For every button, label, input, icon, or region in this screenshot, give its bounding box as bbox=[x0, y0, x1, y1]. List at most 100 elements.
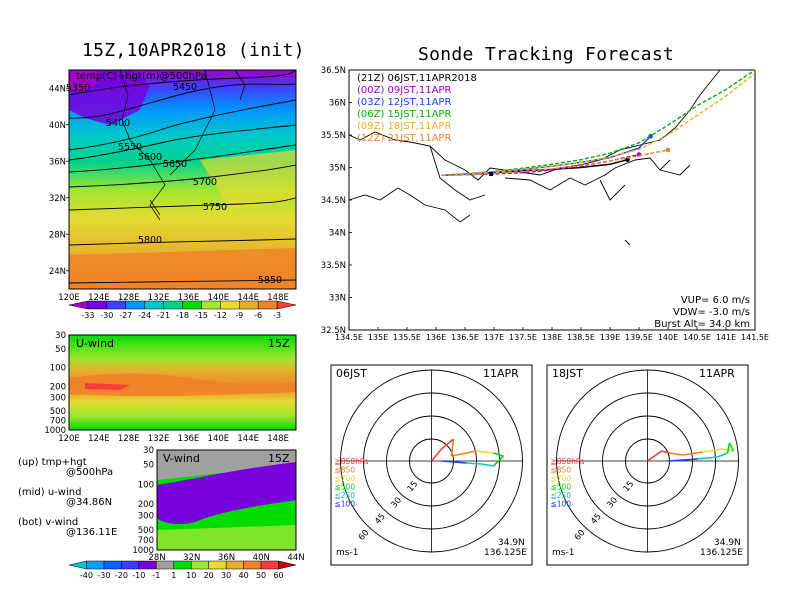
temp-colorbar-tick: -6 bbox=[254, 311, 262, 320]
temp-colorbar-segment bbox=[163, 300, 183, 310]
hodo2-lat: 34.9N bbox=[714, 538, 741, 548]
uwind-lon-tick: 136E bbox=[178, 434, 200, 444]
hodograph-segment bbox=[466, 462, 482, 465]
map-lat-tick: 28N bbox=[49, 230, 66, 240]
track-map bbox=[348, 69, 756, 331]
hodo1-date: 11APR bbox=[483, 367, 519, 380]
note-3-a: (bot) v-wind bbox=[18, 517, 79, 528]
uwind-lon-tick: 144E bbox=[237, 434, 259, 444]
map-lat-tick: 32N bbox=[49, 194, 66, 204]
hodo2-unit: ms-1 bbox=[552, 548, 575, 558]
vwind-p-tick: 300 bbox=[138, 512, 154, 522]
contour-label: 5700 bbox=[193, 177, 217, 188]
temp-map bbox=[68, 69, 297, 290]
hodograph-segment bbox=[647, 450, 662, 462]
uwind-p-tick: 300 bbox=[50, 393, 66, 403]
track-lon-tick: 137.5E bbox=[509, 333, 537, 342]
temp-colorbar-segment bbox=[182, 300, 202, 310]
hodo2-date: 11APR bbox=[699, 367, 735, 380]
map-lon-tick: 120E bbox=[58, 293, 80, 303]
hodograph-segment bbox=[492, 455, 505, 467]
track-lon-tick: 139.5E bbox=[625, 333, 653, 342]
track-lon-tick: 137E bbox=[484, 333, 504, 342]
track-lat-tick: 33.5N bbox=[321, 261, 346, 271]
wind-colorbar-segment bbox=[86, 560, 105, 570]
legend-entry-1: (21Z) 06JST,11APR2018 bbox=[357, 73, 477, 84]
hodograph-segment bbox=[717, 452, 728, 458]
track-lat-tick: 36N bbox=[329, 99, 346, 109]
hodograph-segment bbox=[493, 452, 504, 457]
track-end-marker bbox=[665, 147, 671, 153]
map-lat-tick: 40N bbox=[49, 121, 66, 131]
contour-label: 5650 bbox=[163, 159, 187, 170]
vwind-panel bbox=[156, 449, 297, 551]
hodograph-segment bbox=[481, 463, 494, 467]
map-lon-tick: 140E bbox=[208, 293, 230, 303]
hodograph-level-label: ≦100 bbox=[335, 500, 356, 509]
track-series-line bbox=[441, 149, 669, 176]
uwind-lon-tick: 120E bbox=[58, 434, 80, 444]
hodograph-level-label: ≦250 bbox=[335, 491, 356, 500]
wind-colorbar-segment bbox=[138, 560, 157, 570]
hodograph-level-label: ≦700 bbox=[551, 474, 572, 483]
temp-colorbar-tick: -21 bbox=[157, 311, 170, 320]
contour-label: 5450 bbox=[173, 82, 197, 93]
hodograph-level-label: ≦850 bbox=[335, 466, 356, 475]
uwind-p-tick: 50 bbox=[55, 345, 66, 355]
track-legend: (21Z) 06JST,11APR2018 (00Z) 09JST,11APR … bbox=[357, 73, 477, 145]
legend-entry-2: (00Z) 09JST,11APR bbox=[357, 85, 452, 96]
temp-colorbar-segment bbox=[106, 300, 126, 310]
uwind-lon-tick: 124E bbox=[88, 434, 110, 444]
hodograph-level-label: ≦100 bbox=[551, 500, 572, 509]
wind-colorbar-segment bbox=[190, 560, 209, 570]
track-lon-tick: 135.5E bbox=[393, 333, 421, 342]
vwind-lat-tick: 36N bbox=[218, 553, 235, 563]
wind-colorbar-segment bbox=[278, 560, 297, 570]
track-lat-tick: 35N bbox=[329, 164, 346, 174]
map-lon-tick: 124E bbox=[88, 293, 110, 303]
hodograph-segment bbox=[702, 448, 723, 453]
hodograph-segment bbox=[728, 442, 735, 452]
vwind-p-tick: 100 bbox=[138, 480, 154, 490]
track-lat-tick: 34.5N bbox=[321, 196, 346, 206]
left-title: 15Z,10APR2018 (init) bbox=[82, 40, 305, 61]
wind-colorbar-segment bbox=[225, 560, 244, 570]
temp-colorbar-tick: -18 bbox=[176, 311, 189, 320]
params-block: VUP= 6.0 m/s VDW= -3.0 m/s Burst Alt= 34… bbox=[630, 295, 750, 331]
map-lon-tick: 144E bbox=[237, 293, 259, 303]
note-1-b: @500hPa bbox=[66, 467, 114, 478]
track-lon-tick: 141.5E bbox=[741, 333, 769, 342]
wind-colorbar-tick: 40 bbox=[239, 571, 249, 580]
vwind-lat-tick: 28N bbox=[148, 553, 165, 563]
notes-block: (up) tmp+hgt @500hPa (mid) u-wind @34.86… bbox=[18, 458, 143, 538]
hodograph-segment bbox=[451, 450, 477, 457]
right-title: Sonde Tracking Forecast bbox=[418, 44, 675, 65]
track-lat-tick: 33N bbox=[329, 294, 346, 304]
launch-marker bbox=[489, 172, 494, 176]
vwind-p-tick: 200 bbox=[138, 500, 154, 510]
uwind-lon-tick: 128E bbox=[118, 434, 140, 444]
hodograph-segment bbox=[667, 458, 698, 462]
track-end-marker bbox=[625, 157, 630, 162]
hodograph-segment bbox=[697, 456, 718, 460]
track-lat-tick: 35.5N bbox=[321, 131, 346, 141]
track-lon-tick: 139E bbox=[600, 333, 620, 342]
wind-colorbar-segment bbox=[156, 560, 175, 570]
wind-colorbar-tick: -30 bbox=[97, 571, 110, 580]
map-lat-tick: 24N bbox=[49, 267, 66, 277]
hodograph-segment bbox=[450, 438, 455, 457]
hodo1-lon: 136.125E bbox=[484, 548, 527, 558]
hodograph-segment bbox=[726, 442, 731, 454]
temp-colorbar-segment bbox=[276, 300, 297, 310]
note-2-a: (mid) u-wind bbox=[18, 487, 82, 498]
param-vup: VUP= 6.0 m/s bbox=[680, 295, 750, 306]
map-lon-tick: 132E bbox=[148, 293, 170, 303]
legend-entry-6: (12Z) 21JST,11APR bbox=[357, 133, 452, 144]
uwind-p-tick: 200 bbox=[50, 382, 66, 392]
hodograph-segment bbox=[661, 450, 670, 454]
contour-label: 5750 bbox=[203, 202, 227, 213]
temp-colorbar-tick: -15 bbox=[195, 311, 208, 320]
contour-label: 5550 bbox=[118, 142, 142, 153]
temp-colorbar-segment bbox=[201, 300, 221, 310]
